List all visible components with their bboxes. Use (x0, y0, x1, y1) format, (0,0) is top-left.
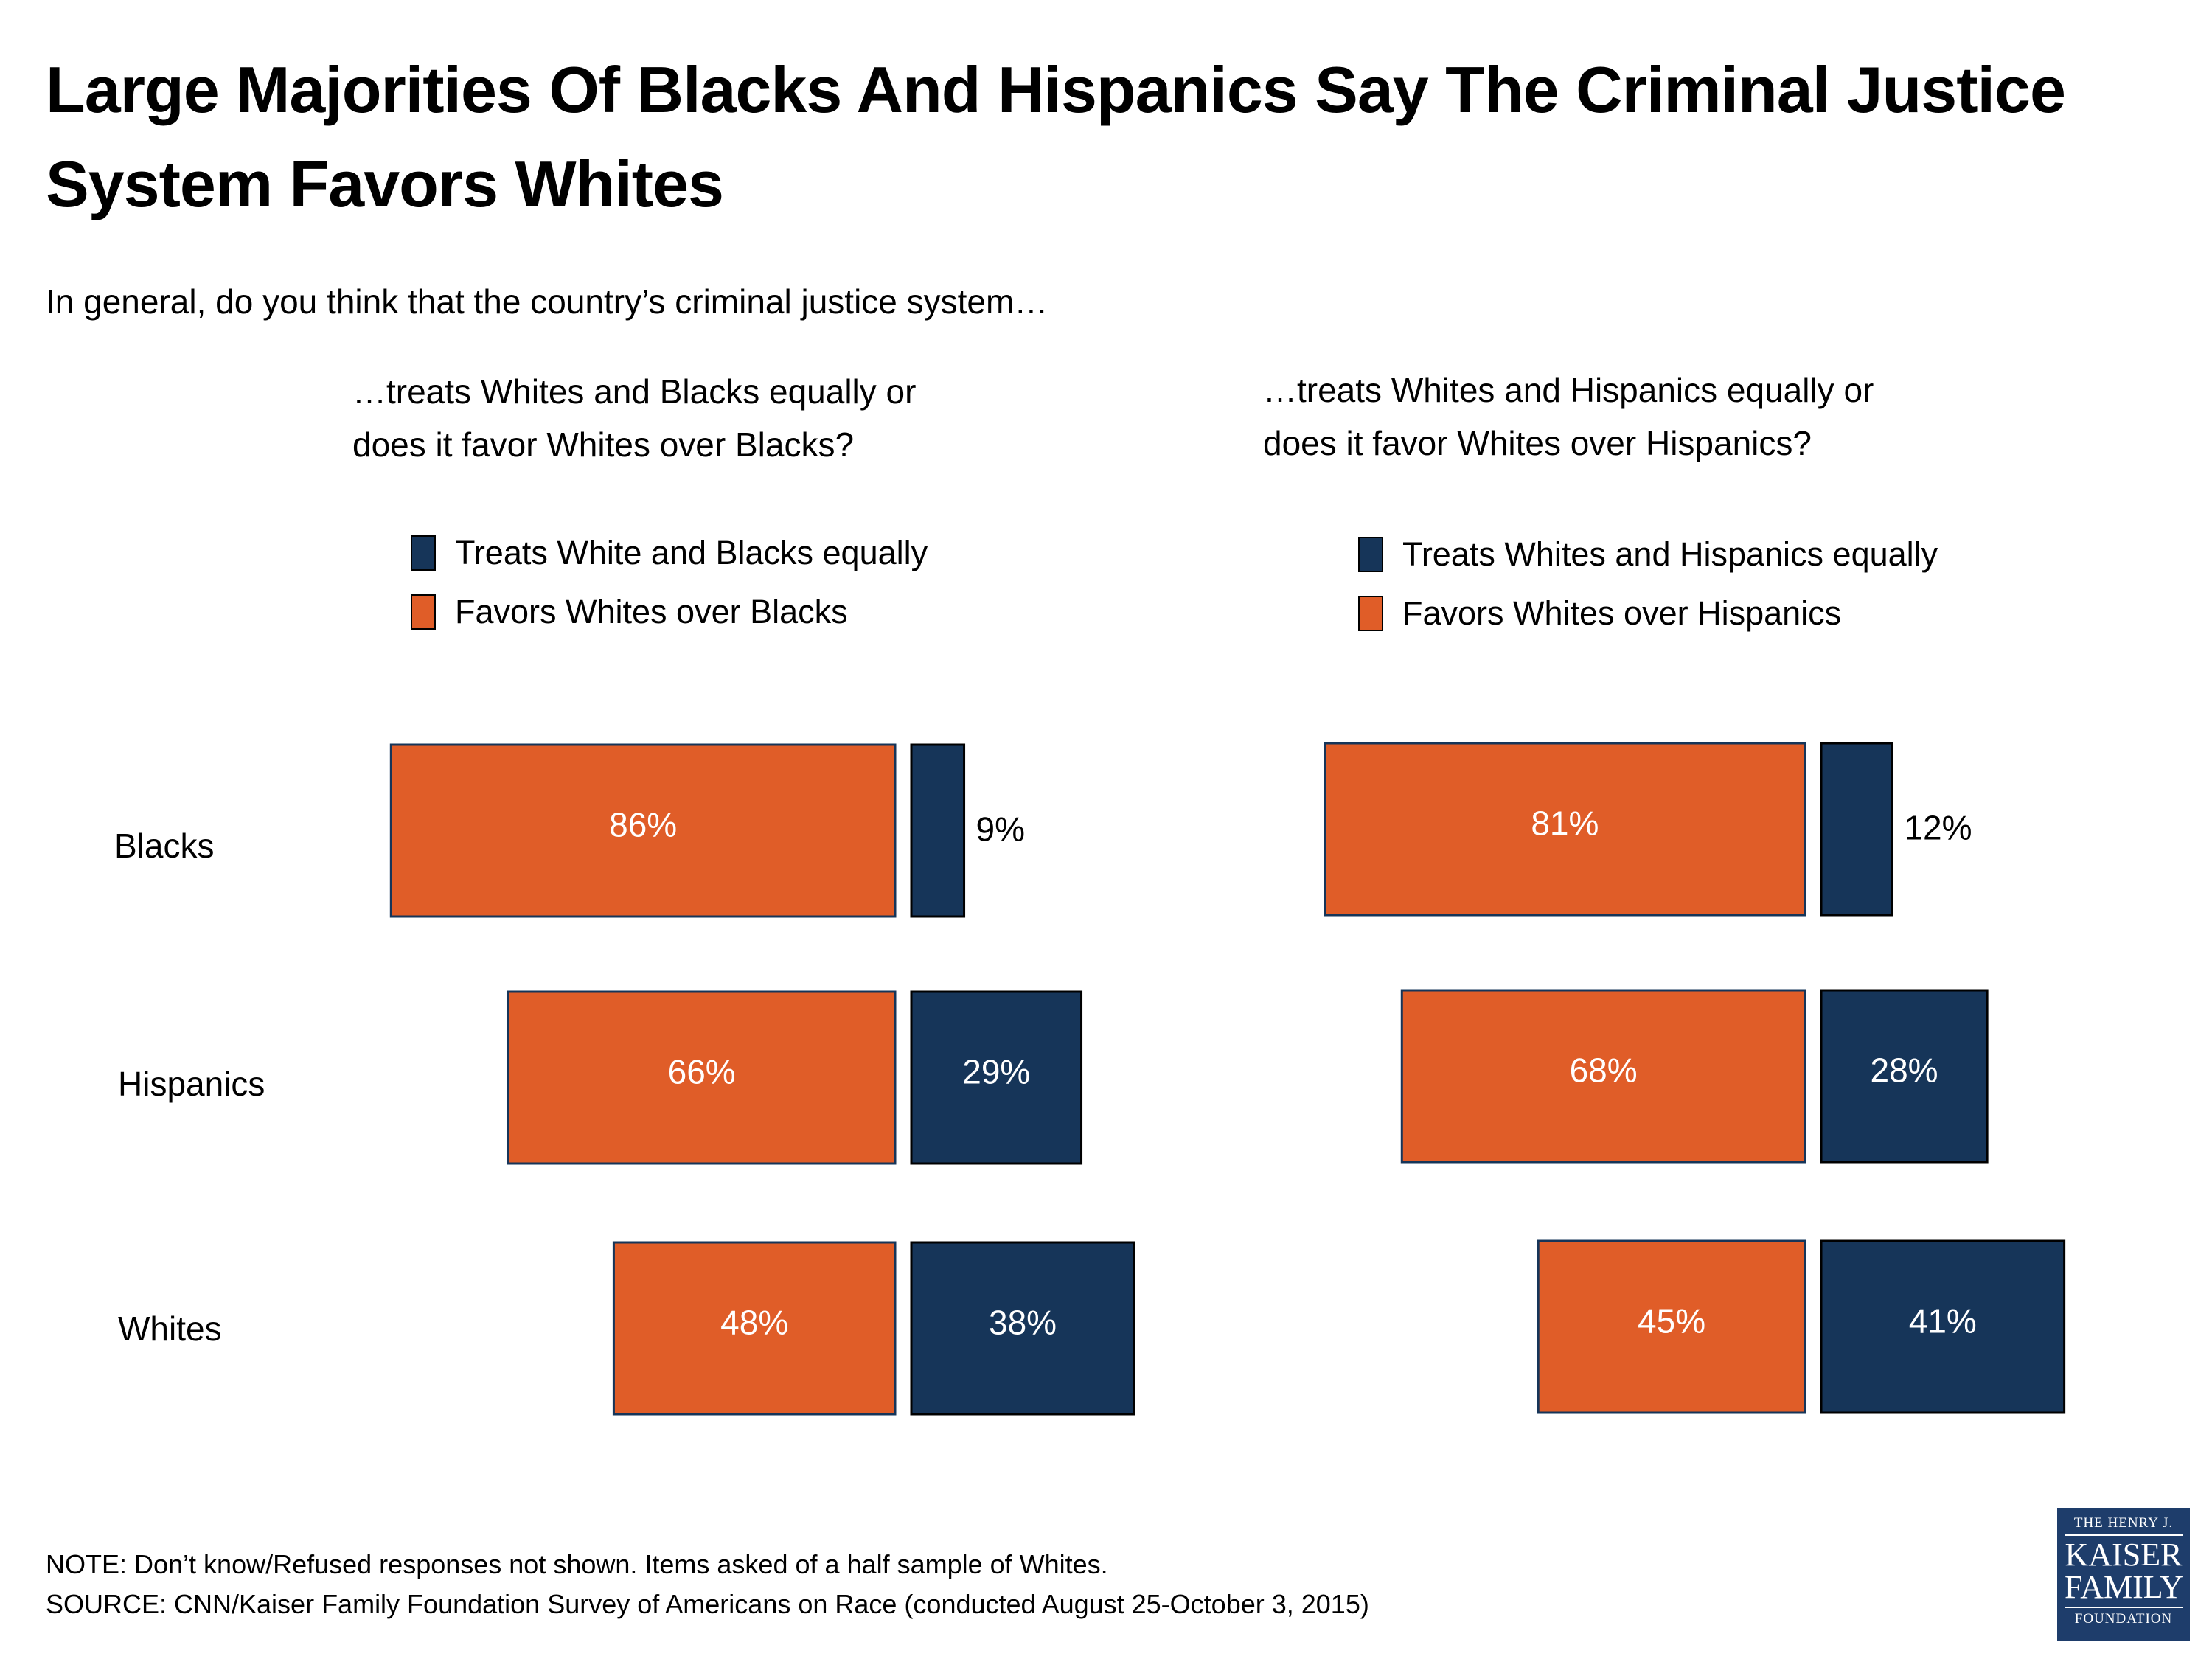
chart-subtitle: In general, do you think that the countr… (46, 282, 1048, 321)
footer-note: NOTE: Don’t know/Refused responses not s… (46, 1549, 1108, 1579)
legend-swatch-favors (1358, 596, 1383, 631)
legend-label: Favors Whites over Hispanics (1402, 594, 1842, 632)
label-equally-whites: 41% (1909, 1302, 1977, 1340)
footer: NOTE: Don’t know/Refused responses not s… (46, 1545, 1369, 1624)
legend-label: Favors Whites over Blacks (455, 593, 848, 630)
left-question-line-1: …treats Whites and Blacks equally or (352, 372, 917, 411)
bar-equally-hispanics (1820, 989, 1989, 1164)
label-favors-hispanics: 66% (668, 1053, 736, 1091)
bar-favors-whites (1537, 1239, 1806, 1414)
bar-favors-blacks (1324, 742, 1806, 917)
legend-item-equally: Treats White and Blacks equally (411, 524, 928, 582)
bar-favors-hispanics (507, 990, 897, 1165)
bar-equally-whites (1820, 1239, 2066, 1414)
logo-line-2: KAISER (2065, 1537, 2183, 1573)
label-favors-hispanics: 68% (1570, 1051, 1638, 1090)
logo-line-4: FOUNDATION (2074, 1611, 2173, 1627)
legend-label: Treats White and Blacks equally (455, 534, 928, 571)
bar-favors-blacks (389, 743, 897, 918)
label-favors-whites: 48% (720, 1304, 788, 1342)
bar-favors-whites (612, 1241, 897, 1416)
label-equally-blacks: 9% (976, 810, 1025, 849)
bar-equally-blacks (1820, 742, 1893, 917)
legend-item-favors: Favors Whites over Blacks (411, 582, 928, 641)
logo-line-1: THE HENRY J. (2065, 1515, 2183, 1536)
left-question-line-2: does it favor Whites over Blacks? (352, 425, 855, 464)
row-label-whites: Whites (118, 1310, 222, 1348)
left-question: …treats Whites and Blacks equally or doe… (352, 365, 916, 471)
label-favors-blacks: 86% (609, 806, 677, 844)
legend-swatch-equally (411, 535, 436, 571)
legend-item-favors: Favors Whites over Hispanics (1358, 584, 1938, 643)
footer-source: SOURCE: CNN/Kaiser Family Foundation Sur… (46, 1589, 1369, 1619)
right-question-line-1: …treats Whites and Hispanics equally or (1263, 371, 1874, 409)
logo-line-3: FAMILY (2065, 1571, 2183, 1608)
bar-equally-blacks (910, 743, 966, 918)
label-equally-hispanics: 29% (962, 1053, 1030, 1091)
label-equally-whites: 38% (989, 1304, 1057, 1342)
right-question-line-2: does it favor Whites over Hispanics? (1263, 424, 1812, 462)
label-equally-hispanics: 28% (1871, 1051, 1938, 1090)
legend-item-equally: Treats Whites and Hispanics equally (1358, 525, 1938, 584)
kff-logo: THE HENRY J. KAISER FAMILY FOUNDATION (2057, 1508, 2190, 1641)
label-favors-blacks: 81% (1531, 804, 1599, 843)
bar-equally-whites (910, 1241, 1135, 1416)
bar-favors-hispanics (1400, 989, 1806, 1164)
right-question: …treats Whites and Hispanics equally or … (1263, 364, 1874, 470)
label-favors-whites: 45% (1638, 1302, 1705, 1340)
row-label-hispanics: Hispanics (118, 1065, 265, 1103)
right-legend: Treats Whites and Hispanics equally Favo… (1358, 525, 1938, 643)
legend-swatch-equally (1358, 537, 1383, 572)
bar-equally-hispanics (910, 990, 1083, 1165)
legend-label: Treats Whites and Hispanics equally (1402, 535, 1938, 573)
legend-swatch-favors (411, 594, 436, 630)
chart-title: Large Majorities Of Blacks And Hispanics… (46, 53, 2066, 220)
row-label-blacks: Blacks (114, 827, 215, 865)
label-equally-blacks: 12% (1904, 809, 1972, 847)
left-legend: Treats White and Blacks equally Favors W… (411, 524, 928, 641)
